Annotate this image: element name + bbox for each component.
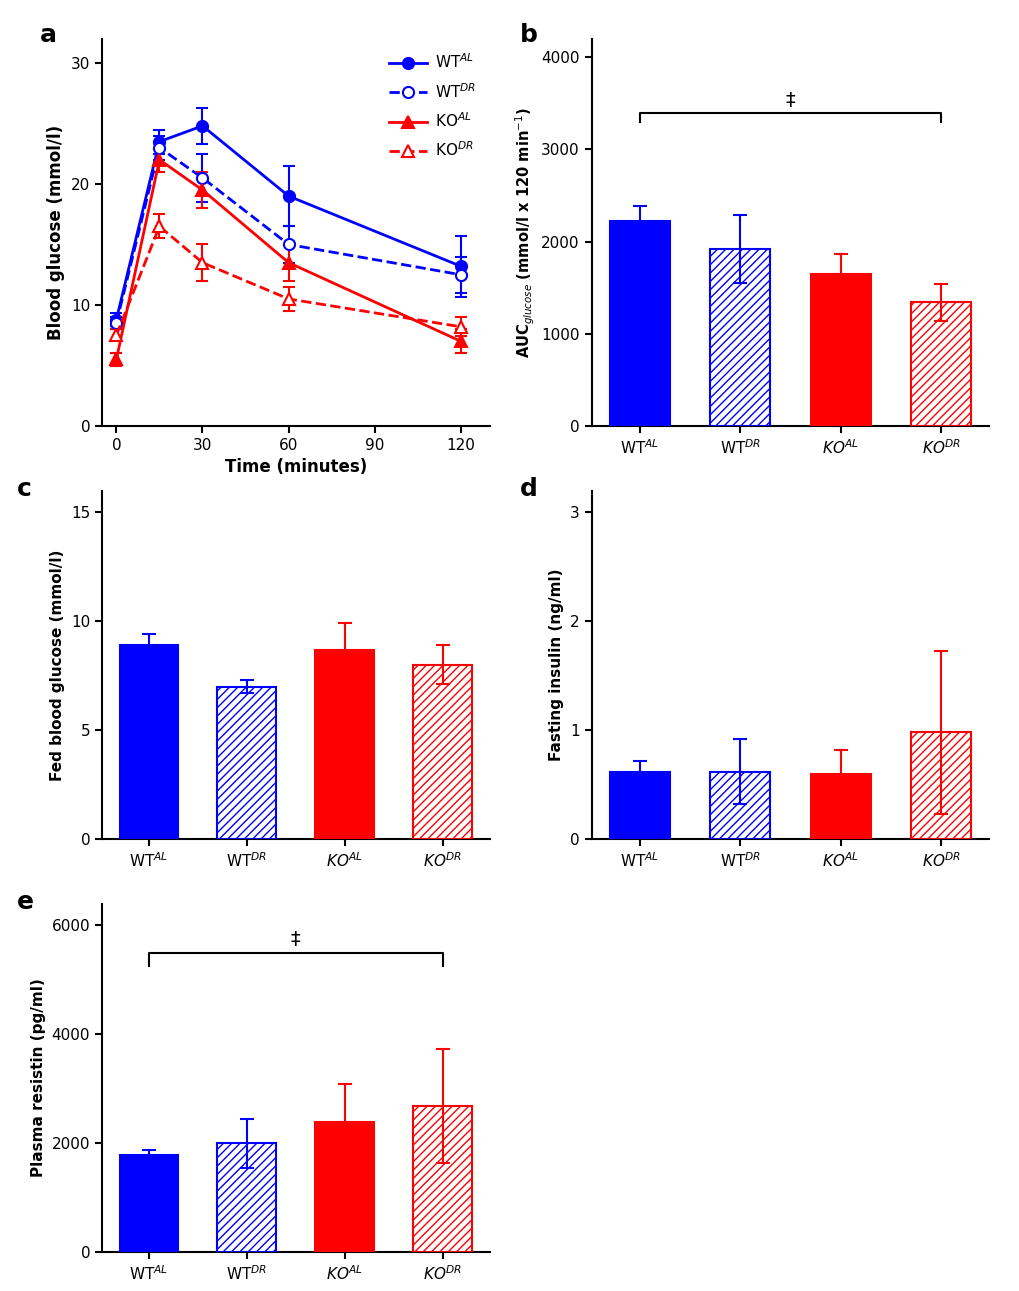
Text: b: b xyxy=(520,23,537,48)
Bar xyxy=(810,773,870,839)
Bar xyxy=(709,772,769,839)
Bar xyxy=(119,1155,178,1252)
Bar xyxy=(910,732,970,839)
Y-axis label: Fed blood glucose (mmol/l): Fed blood glucose (mmol/l) xyxy=(50,549,65,781)
Bar xyxy=(217,1144,276,1252)
Legend: WT$^{AL}$, WT$^{DR}$, KO$^{AL}$, KO$^{DR}$: WT$^{AL}$, WT$^{DR}$, KO$^{AL}$, KO$^{DR… xyxy=(382,46,482,165)
Y-axis label: Plasma resistin (pg/ml): Plasma resistin (pg/ml) xyxy=(31,979,46,1177)
Bar xyxy=(609,221,669,426)
Bar xyxy=(709,249,769,426)
Bar xyxy=(315,1122,374,1252)
Bar xyxy=(119,646,178,839)
Text: ‡: ‡ xyxy=(785,90,795,110)
Bar xyxy=(609,772,669,839)
X-axis label: Time (minutes): Time (minutes) xyxy=(224,458,367,476)
Text: c: c xyxy=(16,476,32,501)
Bar xyxy=(315,649,374,839)
Y-axis label: Fasting insulin (ng/ml): Fasting insulin (ng/ml) xyxy=(549,568,564,762)
Y-axis label: AUC$_{glucose}$ (mmol/l x 120 min$^{-1}$): AUC$_{glucose}$ (mmol/l x 120 min$^{-1}$… xyxy=(514,107,536,358)
Text: d: d xyxy=(520,476,537,501)
Y-axis label: Blood glucose (mmol/l): Blood glucose (mmol/l) xyxy=(47,125,65,340)
Text: e: e xyxy=(16,889,34,914)
Bar xyxy=(413,1106,472,1252)
Bar xyxy=(413,665,472,839)
Bar xyxy=(217,687,276,839)
Bar xyxy=(910,302,970,426)
Text: ‡: ‡ xyxy=(290,930,301,949)
Text: a: a xyxy=(40,23,57,48)
Bar xyxy=(810,274,870,426)
